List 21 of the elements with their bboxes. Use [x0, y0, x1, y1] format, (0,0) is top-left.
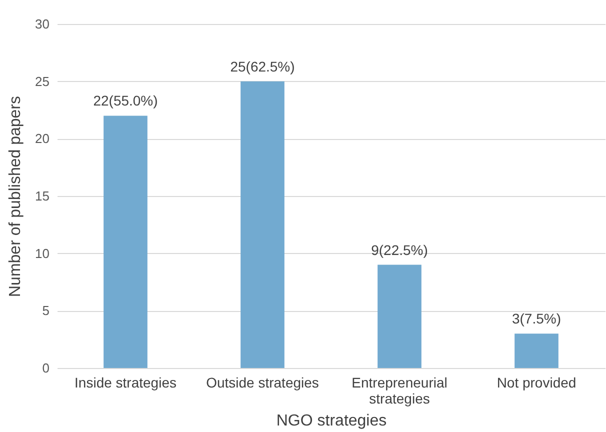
x-tick-label: Entrepreneurial strategies: [352, 374, 448, 406]
data-label: 22(55.0%): [93, 92, 158, 109]
bar: [240, 81, 284, 368]
y-tick-label: 5: [42, 303, 50, 318]
bar: [378, 264, 422, 368]
y-tick-label: 10: [35, 246, 50, 261]
x-tick-label: Inside strategies: [74, 374, 176, 390]
y-tick-label: 0: [42, 360, 50, 376]
data-label: 3(7.5%): [512, 310, 562, 327]
x-axis-title: NGO strategies: [276, 412, 387, 430]
y-tick-label: 15: [35, 188, 50, 204]
y-tick-label: 25: [35, 74, 50, 89]
y-tick-label: 20: [35, 131, 50, 146]
data-label: 25(62.5%): [230, 58, 295, 74]
data-label: 9(22.5%): [371, 242, 428, 258]
bar: [514, 334, 558, 368]
bar: [104, 116, 148, 368]
x-tick-label: Outside strategies: [206, 374, 319, 390]
y-tick-label: 30: [35, 16, 50, 32]
y-axis-title: Number of published papers: [7, 96, 24, 298]
x-tick-label: Not provided: [496, 374, 576, 390]
